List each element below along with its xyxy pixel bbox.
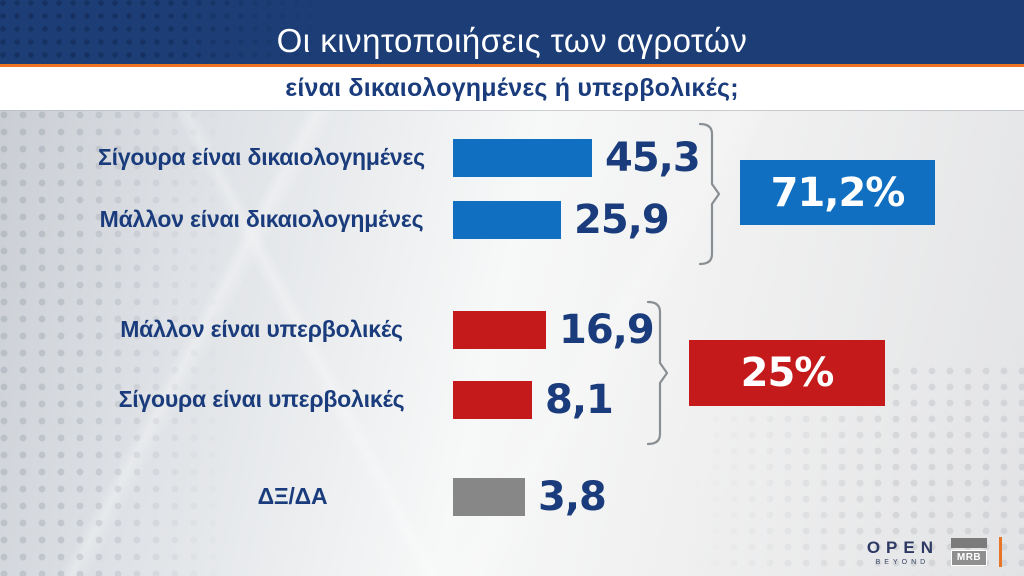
bar-definitely-justified <box>453 139 592 177</box>
page-title: Οι κινητοποιήσεις των αγροτών <box>276 22 748 59</box>
bar-row: Μάλλον είναι υπερβολικές 16,9 <box>70 307 655 353</box>
bar-dont-know <box>453 478 525 516</box>
orange-divider <box>0 64 1024 67</box>
footer-orange-tick <box>999 537 1002 567</box>
mrb-logo-top-block <box>951 538 987 548</box>
subtitle-strip: είναι δικαιολογημένες ή υπερβολικές; <box>0 67 1024 110</box>
mrb-logo: MRB <box>951 538 987 566</box>
group-bracket-justified <box>698 122 721 266</box>
bar-label: Μάλλον είναι δικαιολογημένες <box>99 206 424 233</box>
bar-value: 16,9 <box>559 307 655 353</box>
bar-value: 8,1 <box>545 377 614 423</box>
chart-area: Σίγουρα είναι δικαιολογημένες 45,3 Μάλλο… <box>0 110 1024 576</box>
bar-row: Σίγουρα είναι υπερβολικές 8,1 <box>70 377 614 423</box>
open-tv-logo: OPEN BEYOND <box>864 539 939 566</box>
bar-row: ΔΞ/ΔΑ 3,8 <box>70 474 607 520</box>
bar-value: 3,8 <box>538 474 607 520</box>
page-subtitle: είναι δικαιολογημένες ή υπερβολικές; <box>285 74 739 102</box>
bar-label: Σίγουρα είναι δικαιολογημένες <box>98 144 425 171</box>
open-logo-text: OPEN <box>866 537 939 557</box>
bar-probably-justified <box>453 201 561 239</box>
bar-value: 45,3 <box>605 135 701 181</box>
footer-logos: OPEN BEYOND MRB <box>864 537 1002 567</box>
open-logo-beyond-text: BEYOND <box>875 558 930 566</box>
bar-row: Μάλλον είναι δικαιολογημένες 25,9 <box>70 197 670 243</box>
bar-label: ΔΞ/ΔΑ <box>257 483 328 510</box>
mrb-logo-label: MRB <box>951 550 987 566</box>
bar-label: Σίγουρα είναι υπερβολικές <box>118 386 405 413</box>
banner-dot-pattern <box>0 0 330 64</box>
header-banner: Οι κινητοποιήσεις των αγροτών <box>0 0 1024 64</box>
bar-label: Μάλλον είναι υπερβολικές <box>120 316 403 343</box>
group-bracket-excessive <box>646 300 669 446</box>
background-dots-left <box>0 111 230 576</box>
total-box-excessive: 25% <box>689 340 885 406</box>
total-box-justified: 71,2% <box>740 160 935 225</box>
bar-value: 25,9 <box>574 197 670 243</box>
bar-definitely-excessive <box>453 381 532 419</box>
bar-row: Σίγουρα είναι δικαιολογημένες 45,3 <box>70 135 701 181</box>
bar-probably-excessive <box>453 311 546 349</box>
